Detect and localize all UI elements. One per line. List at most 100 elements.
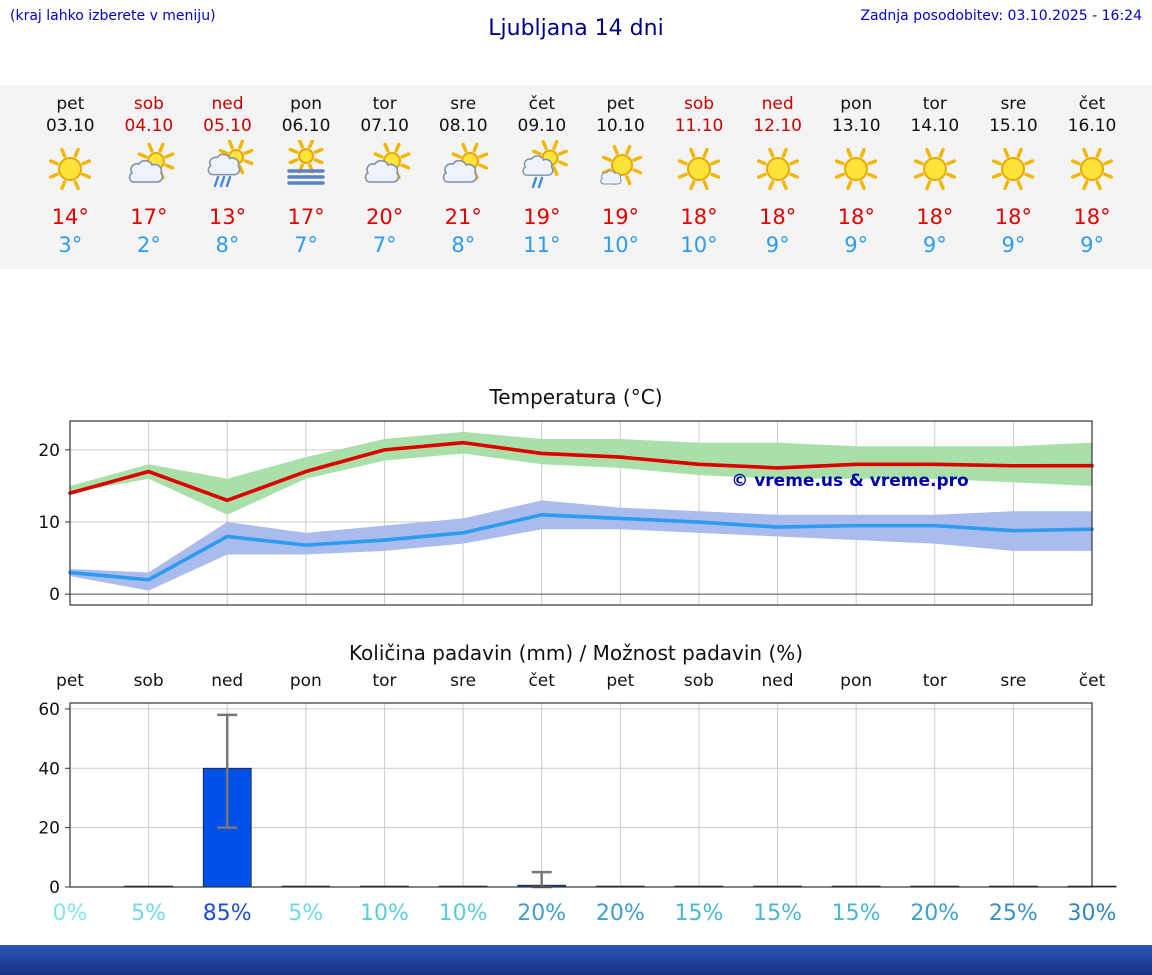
sun-icon: [738, 139, 817, 199]
day-high-temp: 18°: [916, 205, 954, 229]
temperature-chart: © vreme.us & vreme.pro 0 10 20: [38, 420, 1094, 606]
day-low-temp: 7°: [294, 233, 319, 257]
precip-probability: 15%: [753, 901, 802, 926]
day-name: pon: [290, 94, 323, 114]
day-high-temp: 18°: [1073, 205, 1111, 229]
rain-sun-icon: [188, 139, 267, 199]
day-name: čet: [528, 94, 556, 114]
precip-day-label: pet: [56, 671, 84, 691]
forecast-day-column: sob 04.10 17° 2°: [110, 93, 189, 269]
day-high-temp: 21°: [444, 205, 482, 229]
day-name: sre: [1000, 94, 1027, 114]
sun-cloud-icon: [110, 139, 189, 199]
forecast-day-column: čet 16.10 18° 9°: [1053, 93, 1132, 269]
precip-probability: 25%: [988, 901, 1038, 926]
precip-day-labels: pet sob ned pon tor sre čet pet sob ned pon tor sre č…: [0, 671, 1152, 695]
day-date: 03.10: [45, 116, 95, 136]
precip-probability: 20%: [595, 901, 645, 926]
day-low-temp: 9°: [1080, 233, 1104, 257]
day-low-temp: 10°: [680, 233, 718, 257]
day-low-temp: 9°: [844, 233, 869, 257]
sun-rain-icon: [503, 139, 582, 199]
precip-day-label: pon: [840, 671, 873, 691]
day-date: 13.10: [831, 116, 881, 136]
day-name: sob: [684, 94, 715, 114]
precip-probability: 20%: [910, 901, 960, 926]
precip-probability: 10%: [360, 901, 409, 926]
precip-probability: 0%: [52, 901, 88, 926]
day-date: 07.10: [360, 116, 409, 136]
day-low-temp: 8°: [451, 233, 476, 257]
forecast-day-column: pet 03.10 14° 3°: [31, 93, 110, 269]
day-low-temp: 7°: [372, 233, 397, 257]
precip-probability: 5%: [131, 901, 167, 926]
day-name: tor: [372, 94, 397, 114]
day-low-temp: 9°: [765, 233, 790, 257]
precip-probability: 15%: [674, 901, 724, 926]
fog-icon: [267, 139, 346, 199]
day-date: 04.10: [124, 116, 174, 136]
forecast-day-column: čet 09.10 19° 11°: [503, 93, 582, 269]
precip-day-label: tor: [922, 671, 947, 691]
page-title: Ljubljana 14 dni: [488, 16, 664, 41]
svg-text:20: 20: [38, 819, 60, 839]
svg-text:60: 60: [38, 700, 60, 720]
forecast-day-column: tor 07.10 20° 7°: [345, 93, 424, 269]
day-high-temp: 20°: [366, 205, 404, 229]
day-date: 16.10: [1067, 116, 1117, 136]
precip-day-label: pon: [289, 671, 322, 691]
day-high-temp: 17°: [130, 205, 168, 229]
forecast-day-column: pon 06.10 17° 7°: [267, 93, 346, 269]
day-name: sob: [133, 94, 164, 114]
day-name: ned: [761, 94, 794, 114]
last-update: Zadnja posodobitev: 03.10.2025 - 16:24: [860, 8, 1142, 24]
precipitation-chart: 0 20 40 60: [38, 700, 1117, 897]
forecast-day-column: pon 13.10 18° 9°: [817, 93, 896, 269]
day-high-temp: 18°: [994, 205, 1033, 229]
forecast-day-column: ned 12.10 18° 9°: [738, 93, 817, 269]
precipitation-chart-block: Količina padavin (mm) / Možnost padavin …: [0, 641, 1152, 933]
sun-icon: [974, 139, 1053, 199]
day-name: čet: [1078, 94, 1106, 114]
top-bar: (kraj lahko izberete v meniju) Ljubljana…: [0, 0, 1152, 85]
day-date: 09.10: [517, 116, 567, 136]
day-high-temp: 18°: [759, 205, 797, 229]
svg-text:0: 0: [49, 878, 60, 897]
sun-icon: [896, 139, 975, 199]
day-date: 14.10: [910, 116, 960, 136]
precip-day-label: čet: [528, 671, 555, 691]
forecast-strip: pet 03.10 14° 3° sob 04.10 17° 2° ned 05.10 13° 8…: [0, 85, 1152, 269]
forecast-day-column: sre 15.10 18° 9°: [974, 93, 1053, 269]
temperature-chart-block: Temperatura (°C) © vreme.us & vreme.pro 0…: [0, 385, 1152, 615]
svg-text:0: 0: [49, 585, 60, 605]
day-date: 10.10: [596, 116, 645, 136]
day-low-temp: 8°: [215, 233, 240, 257]
precip-day-label: pet: [606, 671, 635, 691]
day-date: 05.10: [203, 116, 252, 136]
forecast-day-column: tor 14.10 18° 9°: [896, 93, 975, 269]
day-high-temp: 19°: [523, 205, 561, 229]
day-high-temp: 17°: [287, 205, 325, 229]
day-name: pet: [606, 94, 635, 114]
precip-probability: 30%: [1067, 901, 1117, 926]
sun-icon: [660, 139, 739, 199]
precip-day-label: sob: [683, 671, 714, 691]
day-name: pet: [56, 94, 85, 114]
precip-day-label: sre: [450, 671, 477, 691]
day-high-temp: 19°: [601, 205, 640, 229]
day-high-temp: 13°: [208, 205, 247, 229]
watermark: © vreme.us & vreme.pro: [731, 471, 968, 491]
menu-hint: (kraj lahko izberete v meniju): [10, 8, 216, 24]
day-low-temp: 3°: [58, 233, 83, 257]
day-name: sre: [450, 94, 477, 114]
sun-cloud-icon: [345, 139, 424, 199]
sun-cloud-icon: [424, 139, 503, 199]
svg-text:40: 40: [38, 759, 60, 779]
forecast-day-column: sre 08.10 21° 8°: [424, 93, 503, 269]
forecast-day-column: ned 05.10 13° 8°: [188, 93, 267, 269]
day-name: pon: [840, 94, 873, 114]
precip-day-label: sre: [1000, 671, 1027, 691]
sun-small-cloud-icon: [581, 139, 660, 199]
precip-probability: 10%: [438, 901, 488, 926]
precip-day-label: ned: [211, 671, 244, 691]
